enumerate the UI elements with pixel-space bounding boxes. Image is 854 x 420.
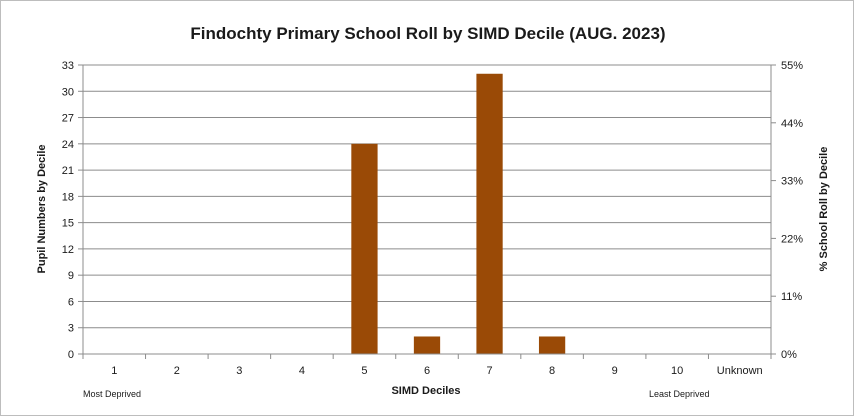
y-tick-label: 9 (68, 270, 74, 282)
x-tick-label: 1 (111, 365, 117, 377)
y2-tick-label: 11% (781, 291, 802, 303)
bar (413, 336, 441, 354)
y-tick-label: 24 (62, 139, 74, 151)
bars (351, 73, 566, 355)
x-tick-label: 10 (671, 365, 683, 377)
y-tick-label: 27 (62, 113, 74, 125)
x-tick-label: 4 (299, 365, 305, 377)
y2-tick-label: 0% (781, 349, 797, 361)
y-tick-label: 18 (62, 191, 74, 203)
x-tick-label: Unknown (717, 365, 763, 377)
annotation-most-deprived: Most Deprived (83, 389, 141, 399)
x-tick-label: 2 (174, 365, 180, 377)
chart-title: Findochty Primary School Roll by SIMD De… (190, 24, 665, 43)
y-tick-label: 0 (68, 349, 74, 361)
annotation-least-deprived: Least Deprived (649, 389, 710, 399)
bar (476, 73, 503, 355)
bar (538, 336, 566, 354)
y2-axis-label: % School Roll by Decile (818, 147, 830, 272)
y-tick-label: 3 (68, 323, 74, 335)
x-tick-label: 3 (236, 365, 242, 377)
y-tick-label: 6 (68, 296, 74, 308)
x-tick-label: 7 (486, 365, 492, 377)
bar (351, 143, 378, 354)
y2-tick-label: 33% (781, 176, 803, 188)
y-tick-label: 12 (62, 244, 74, 256)
y-tick-label: 21 (62, 165, 74, 177)
x-axis-label: SIMD Deciles (391, 385, 460, 397)
y2-tick-label: 55% (781, 60, 803, 72)
y2-tick-label: 22% (781, 233, 803, 245)
gridlines (83, 64, 771, 329)
x-tick-label: 6 (424, 365, 430, 377)
y-tick-label: 33 (62, 60, 74, 72)
x-tick-label: 9 (612, 365, 618, 377)
y2-tick-label: 44% (781, 118, 803, 130)
x-tick-label: 5 (361, 365, 367, 377)
y-axis-label: Pupil Numbers by Decile (36, 145, 48, 274)
y-tick-label: 15 (62, 218, 74, 230)
y-tick-label: 30 (62, 86, 74, 98)
x-tick-label: 8 (549, 365, 555, 377)
